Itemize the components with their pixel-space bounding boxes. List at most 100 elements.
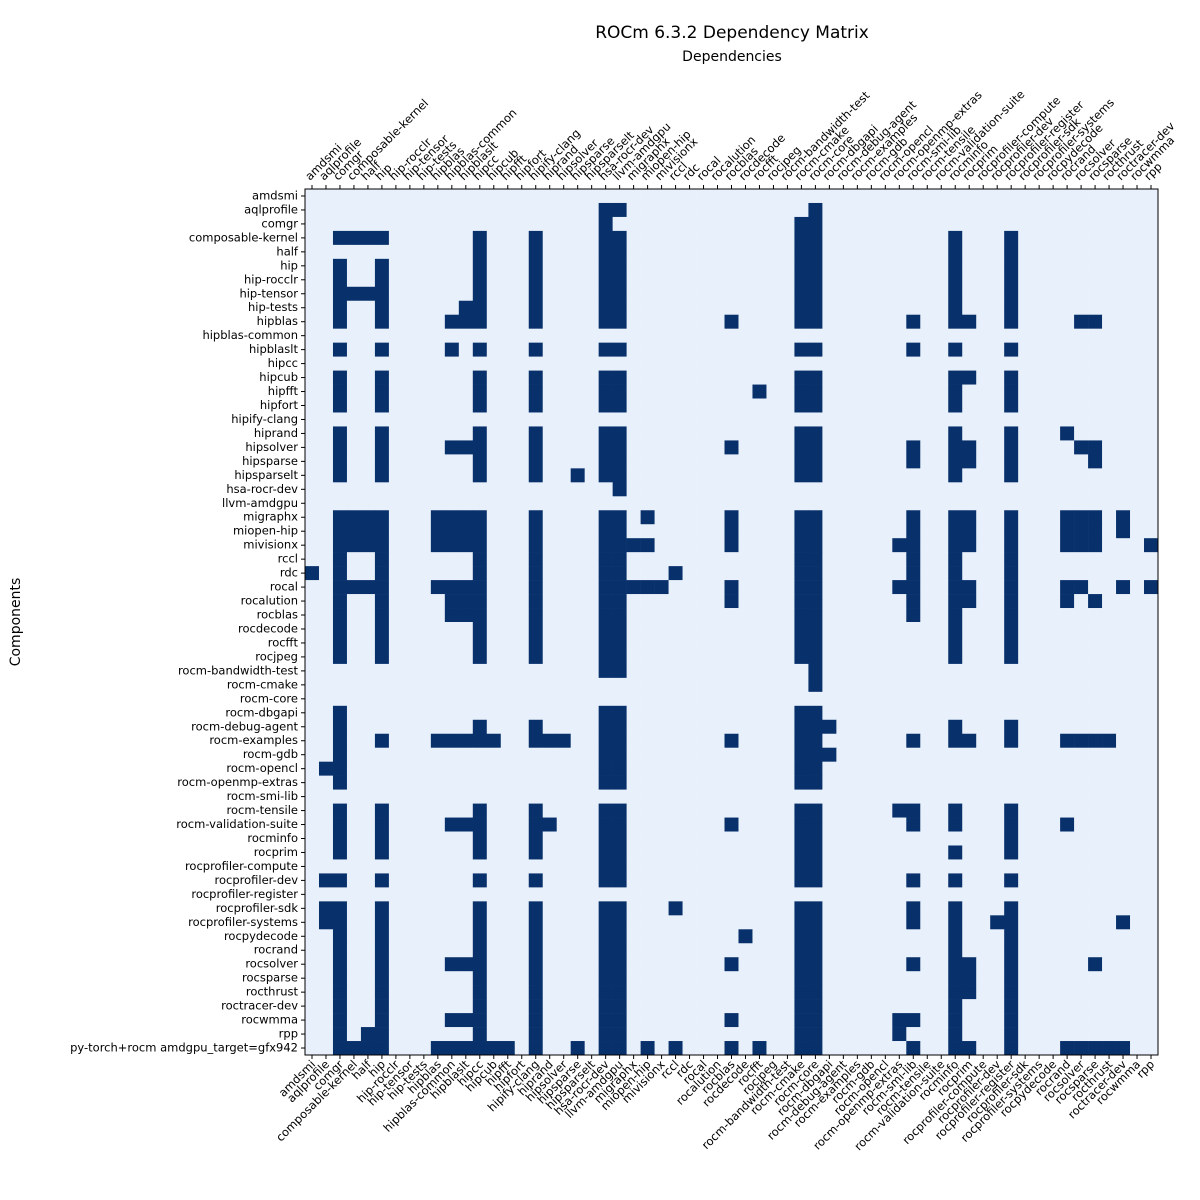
heatmap-cell	[752, 635, 767, 651]
heatmap-cell	[1032, 244, 1047, 260]
heatmap-cell	[626, 314, 641, 329]
heatmap-cell	[962, 202, 977, 218]
heatmap-cell	[1088, 286, 1103, 302]
heatmap-cell	[528, 608, 544, 623]
heatmap-cell	[668, 803, 683, 818]
heatmap-cell	[640, 216, 655, 232]
heatmap-cell	[374, 412, 390, 427]
heatmap-cell	[570, 789, 585, 804]
heatmap-cell	[822, 831, 837, 846]
heatmap-cell	[305, 789, 320, 804]
heatmap-cell	[458, 705, 474, 721]
heatmap-cell	[1032, 747, 1047, 762]
heatmap-cell	[948, 649, 963, 665]
heatmap-cell	[584, 328, 599, 343]
heatmap-cell	[878, 985, 893, 1000]
heatmap-cell	[794, 216, 809, 232]
heatmap-cell	[640, 230, 655, 246]
heatmap-cell	[528, 817, 544, 832]
heatmap-cell	[1130, 454, 1145, 469]
heatmap-cell	[1116, 272, 1131, 288]
heatmap-cell	[598, 524, 613, 539]
heatmap-cell	[934, 957, 949, 972]
heatmap-cell	[332, 468, 348, 483]
heatmap-cell	[626, 189, 641, 204]
heatmap-cell	[780, 272, 795, 288]
heatmap-cell	[332, 230, 348, 246]
heatmap-cell	[374, 649, 390, 665]
heatmap-cell	[360, 705, 376, 721]
heatmap-cell	[416, 594, 432, 609]
heatmap-cell	[696, 761, 711, 776]
heatmap-cell	[1144, 468, 1159, 483]
heatmap-cell	[1074, 286, 1089, 302]
heatmap-cell	[1060, 552, 1075, 567]
heatmap-cell	[654, 370, 669, 385]
heatmap-cell	[920, 733, 935, 749]
y-tick-label: rocminfo	[247, 831, 298, 845]
heatmap-cell	[1102, 831, 1117, 846]
heatmap-cell	[1060, 524, 1075, 539]
heatmap-cell	[318, 929, 334, 944]
heatmap-cell	[1018, 398, 1033, 413]
heatmap-cell	[906, 817, 921, 832]
heatmap-cell	[738, 244, 753, 260]
heatmap-cell	[920, 831, 935, 846]
heatmap-cell	[430, 845, 446, 860]
y-tick-label: hsa-rocr-dev	[226, 482, 298, 496]
heatmap-cell	[710, 566, 725, 581]
heatmap-cell	[1130, 873, 1145, 888]
heatmap-cell	[514, 705, 530, 721]
heatmap-cell	[808, 761, 823, 776]
heatmap-cell	[612, 468, 627, 483]
heatmap-cell	[305, 482, 320, 497]
heatmap-cell	[808, 789, 823, 804]
heatmap-cell	[1004, 663, 1019, 679]
heatmap-cell	[472, 272, 488, 288]
heatmap-cell	[822, 845, 837, 860]
heatmap-cell	[514, 803, 530, 818]
heatmap-cell	[458, 873, 474, 888]
heatmap-cell	[696, 412, 711, 427]
heatmap-cell	[752, 426, 767, 441]
heatmap-cell	[598, 1013, 613, 1028]
heatmap-cell	[332, 719, 348, 735]
heatmap-cell	[556, 957, 571, 972]
heatmap-cell	[374, 677, 390, 693]
heatmap-cell	[990, 370, 1005, 385]
heatmap-cell	[570, 1013, 585, 1028]
heatmap-cell	[1102, 230, 1117, 246]
heatmap-cell	[360, 957, 376, 972]
heatmap-cell	[892, 999, 907, 1014]
heatmap-cell	[990, 635, 1005, 651]
heatmap-cell	[668, 971, 683, 986]
heatmap-cell	[696, 901, 711, 916]
heatmap-cell	[305, 189, 320, 204]
heatmap-cell	[1088, 831, 1103, 846]
y-tick-label: migraphx	[243, 510, 298, 524]
heatmap-cell	[1004, 300, 1019, 316]
heatmap-cell	[948, 971, 963, 986]
heatmap-cell	[990, 300, 1005, 316]
heatmap-cell	[724, 1013, 739, 1028]
heatmap-cell	[402, 412, 418, 427]
heatmap-cell	[752, 496, 767, 511]
heatmap-cell	[1116, 761, 1131, 776]
heatmap-cell	[752, 887, 767, 902]
heatmap-cell	[780, 328, 795, 343]
heatmap-cell	[1088, 202, 1103, 218]
heatmap-cell	[668, 817, 683, 832]
heatmap-cell	[570, 468, 585, 483]
y-tick-label: rocwmma	[241, 1013, 298, 1027]
heatmap-cell	[416, 677, 432, 693]
heatmap-cell	[696, 677, 711, 693]
heatmap-cell	[738, 594, 753, 609]
heatmap-cell	[1018, 1041, 1033, 1056]
heatmap-cell	[430, 915, 446, 930]
heatmap-cell	[850, 789, 865, 804]
heatmap-cell	[794, 244, 809, 260]
heatmap-cell	[500, 1027, 516, 1042]
heatmap-cell	[360, 747, 376, 762]
heatmap-cell	[654, 608, 669, 623]
heatmap-cell	[388, 496, 404, 511]
